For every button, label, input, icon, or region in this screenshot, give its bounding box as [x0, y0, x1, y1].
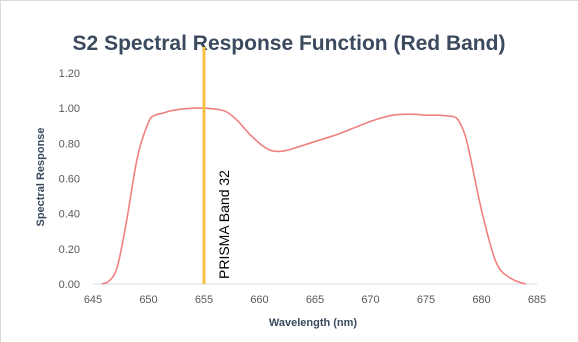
y-tick-label: 1.20 — [59, 68, 80, 80]
x-tick-label: 685 — [528, 294, 546, 306]
spectral-response-curve — [101, 107, 527, 285]
chart-title: S2 Spectral Response Function (Red Band) — [72, 32, 506, 55]
y-tick-label: 0.00 — [59, 279, 80, 291]
x-tick-labels: 645 650 655 660 665 670 675 680 685 — [84, 294, 546, 306]
prisma-band-label: PRISMA Band 32 — [216, 170, 232, 279]
y-tick-label: 0.40 — [59, 209, 80, 221]
x-tick-label: 670 — [361, 294, 379, 306]
y-axis-title-group: Spectral Response — [35, 127, 47, 226]
x-tick-label: 660 — [250, 294, 268, 306]
x-tick-label: 680 — [472, 294, 490, 306]
x-tick-label: 655 — [195, 294, 213, 306]
y-tick-label: 0.60 — [59, 174, 80, 186]
frame-border-top — [0, 0, 578, 1]
frame-border-left — [0, 0, 1, 342]
y-tick-label: 0.80 — [59, 138, 80, 150]
x-tick-label: 675 — [417, 294, 435, 306]
y-tick-labels: 0.00 0.20 0.40 0.60 0.80 1.00 1.20 — [59, 68, 80, 291]
x-tick-label: 645 — [84, 294, 102, 306]
y-axis-title: Spectral Response — [35, 127, 47, 226]
x-axis-title: Wavelength (nm) — [269, 317, 358, 329]
x-tick-label: 650 — [139, 294, 157, 306]
x-tick-label: 665 — [306, 294, 324, 306]
y-tick-label: 1.00 — [59, 103, 80, 115]
y-tick-label: 0.20 — [59, 244, 80, 256]
